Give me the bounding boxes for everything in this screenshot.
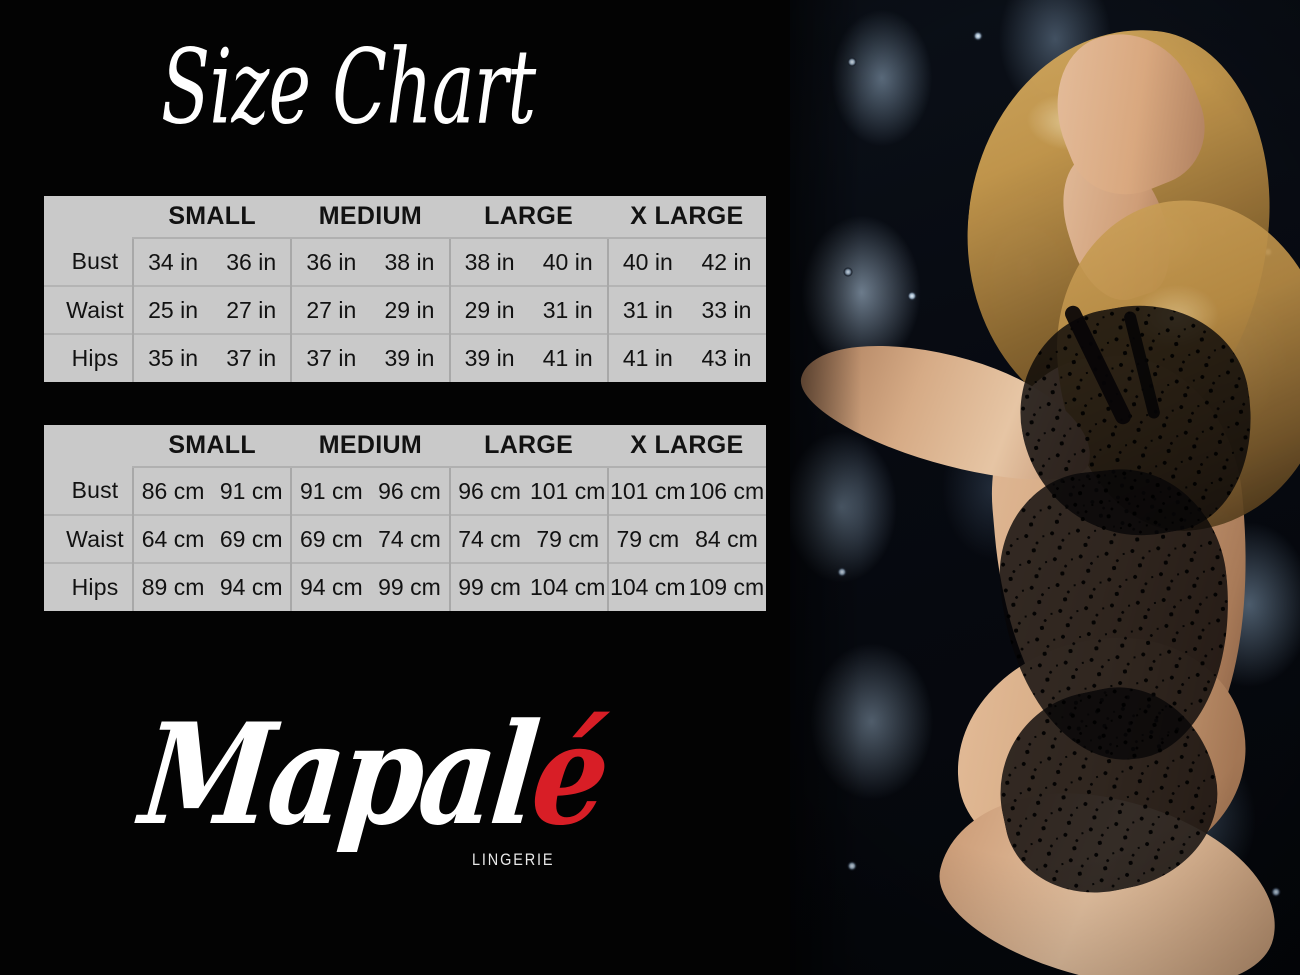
brand-logo: Mapalé LINGERIE xyxy=(134,692,620,905)
cell-bust-small-min: 34 in xyxy=(133,238,213,286)
header-cell-large: LARGE xyxy=(449,425,608,468)
cell-hips-medium-max: 39 in xyxy=(370,333,451,382)
cell-bust-large-min: 96 cm xyxy=(449,467,529,515)
cell-hips-small-min: 35 in xyxy=(133,333,213,382)
cell-waist-xlarge-max: 33 in xyxy=(686,285,766,334)
table-row: Hips 89 cm 94 cm 94 cm 99 cm 99 cm 104 c… xyxy=(44,562,766,611)
cell-bust-medium-min: 91 cm xyxy=(291,467,371,515)
table-row: Waist 25 in 27 in 27 in 29 in 29 in 31 i… xyxy=(44,285,766,334)
table-head-centimeters: SMALL MEDIUM LARGE X LARGE xyxy=(44,425,766,468)
cell-bust-xlarge-min: 101 cm xyxy=(607,467,687,515)
cell-hips-xlarge-max: 43 in xyxy=(686,333,766,382)
cell-hips-xlarge-max: 109 cm xyxy=(686,562,766,611)
row-label-hips: Hips xyxy=(44,333,134,382)
brand-tagline: LINGERIE xyxy=(472,850,555,869)
row-label-waist: Waist xyxy=(44,285,134,334)
cell-hips-small-max: 37 in xyxy=(212,333,293,382)
size-table-centimeters: SMALL MEDIUM LARGE X LARGE Bust 86 cm 91… xyxy=(44,425,766,611)
table-body-centimeters: Bust 86 cm 91 cm 91 cm 96 cm 96 cm 101 c… xyxy=(44,467,766,611)
cell-bust-medium-min: 36 in xyxy=(291,238,371,286)
header-cell-large: LARGE xyxy=(449,196,608,239)
header-cell-blank xyxy=(44,425,133,467)
chart-panel: Size Chart SMALL MEDIUM LARGE X LARGE Bu… xyxy=(44,27,766,905)
header-cell-small: SMALL xyxy=(133,196,292,239)
cell-bust-xlarge-max: 106 cm xyxy=(686,467,766,515)
header-cell-medium: MEDIUM xyxy=(291,425,450,468)
table-row: Bust 34 in 36 in 36 in 38 in 38 in 40 in… xyxy=(44,238,766,286)
table-header-row: SMALL MEDIUM LARGE X LARGE xyxy=(44,425,766,468)
cell-waist-small-max: 69 cm xyxy=(212,514,293,563)
cell-bust-large-min: 38 in xyxy=(449,238,529,286)
model-photo xyxy=(790,0,1300,975)
header-cell-medium: MEDIUM xyxy=(291,196,450,239)
cell-waist-xlarge-max: 84 cm xyxy=(686,514,766,563)
row-label-bust: Bust xyxy=(44,238,134,286)
brand-wordmark-main: Mapal xyxy=(134,692,543,857)
cell-hips-small-min: 89 cm xyxy=(133,562,213,611)
cell-hips-large-min: 99 cm xyxy=(449,562,529,611)
row-label-hips: Hips xyxy=(44,562,134,611)
row-label-bust: Bust xyxy=(44,467,134,515)
cell-bust-xlarge-min: 40 in xyxy=(607,238,687,286)
cell-hips-large-min: 39 in xyxy=(449,333,529,382)
cell-hips-xlarge-min: 104 cm xyxy=(607,562,687,611)
cell-bust-small-max: 91 cm xyxy=(212,467,293,515)
cell-bust-medium-max: 96 cm xyxy=(370,467,451,515)
cell-bust-large-max: 101 cm xyxy=(528,467,609,515)
table-header-row: SMALL MEDIUM LARGE X LARGE xyxy=(44,196,766,239)
cell-waist-large-max: 79 cm xyxy=(528,514,609,563)
cell-waist-large-min: 74 cm xyxy=(449,514,529,563)
table-body-inches: Bust 34 in 36 in 36 in 38 in 38 in 40 in… xyxy=(44,238,766,382)
cell-bust-xlarge-max: 42 in xyxy=(686,238,766,286)
page-title: Size Chart xyxy=(161,27,536,148)
table-head-inches: SMALL MEDIUM LARGE X LARGE xyxy=(44,196,766,239)
header-cell-small: SMALL xyxy=(133,425,292,468)
size-table-inches: SMALL MEDIUM LARGE X LARGE Bust 34 in 36… xyxy=(44,196,766,382)
table-row: Waist 64 cm 69 cm 69 cm 74 cm 74 cm 79 c… xyxy=(44,514,766,563)
cell-hips-small-max: 94 cm xyxy=(212,562,293,611)
cell-waist-medium-min: 27 in xyxy=(291,285,371,334)
cell-waist-xlarge-min: 31 in xyxy=(607,285,687,334)
cell-hips-large-max: 41 in xyxy=(528,333,609,382)
table-row: Bust 86 cm 91 cm 91 cm 96 cm 96 cm 101 c… xyxy=(44,467,766,515)
cell-hips-medium-min: 94 cm xyxy=(291,562,371,611)
header-cell-xlarge: X LARGE xyxy=(607,196,766,239)
cell-waist-medium-max: 29 in xyxy=(370,285,451,334)
cell-waist-small-max: 27 in xyxy=(212,285,293,334)
brand-wordmark: Mapalé xyxy=(134,692,620,856)
header-cell-blank xyxy=(44,196,133,238)
header-cell-xlarge: X LARGE xyxy=(607,425,766,468)
table-row: Hips 35 in 37 in 37 in 39 in 39 in 41 in… xyxy=(44,333,766,382)
cell-waist-small-min: 25 in xyxy=(133,285,213,334)
row-label-waist: Waist xyxy=(44,514,134,563)
cell-hips-medium-max: 99 cm xyxy=(370,562,451,611)
cell-waist-large-min: 29 in xyxy=(449,285,529,334)
cell-waist-xlarge-min: 79 cm xyxy=(607,514,687,563)
cell-hips-large-max: 104 cm xyxy=(528,562,609,611)
cell-bust-large-max: 40 in xyxy=(528,238,609,286)
cell-hips-xlarge-min: 41 in xyxy=(607,333,687,382)
cell-hips-medium-min: 37 in xyxy=(291,333,371,382)
cell-waist-medium-max: 74 cm xyxy=(370,514,451,563)
cell-bust-medium-max: 38 in xyxy=(370,238,451,286)
cell-waist-small-min: 64 cm xyxy=(133,514,213,563)
cell-bust-small-max: 36 in xyxy=(212,238,293,286)
cell-bust-small-min: 86 cm xyxy=(133,467,213,515)
cell-waist-large-max: 31 in xyxy=(528,285,609,334)
cell-waist-medium-min: 69 cm xyxy=(291,514,371,563)
